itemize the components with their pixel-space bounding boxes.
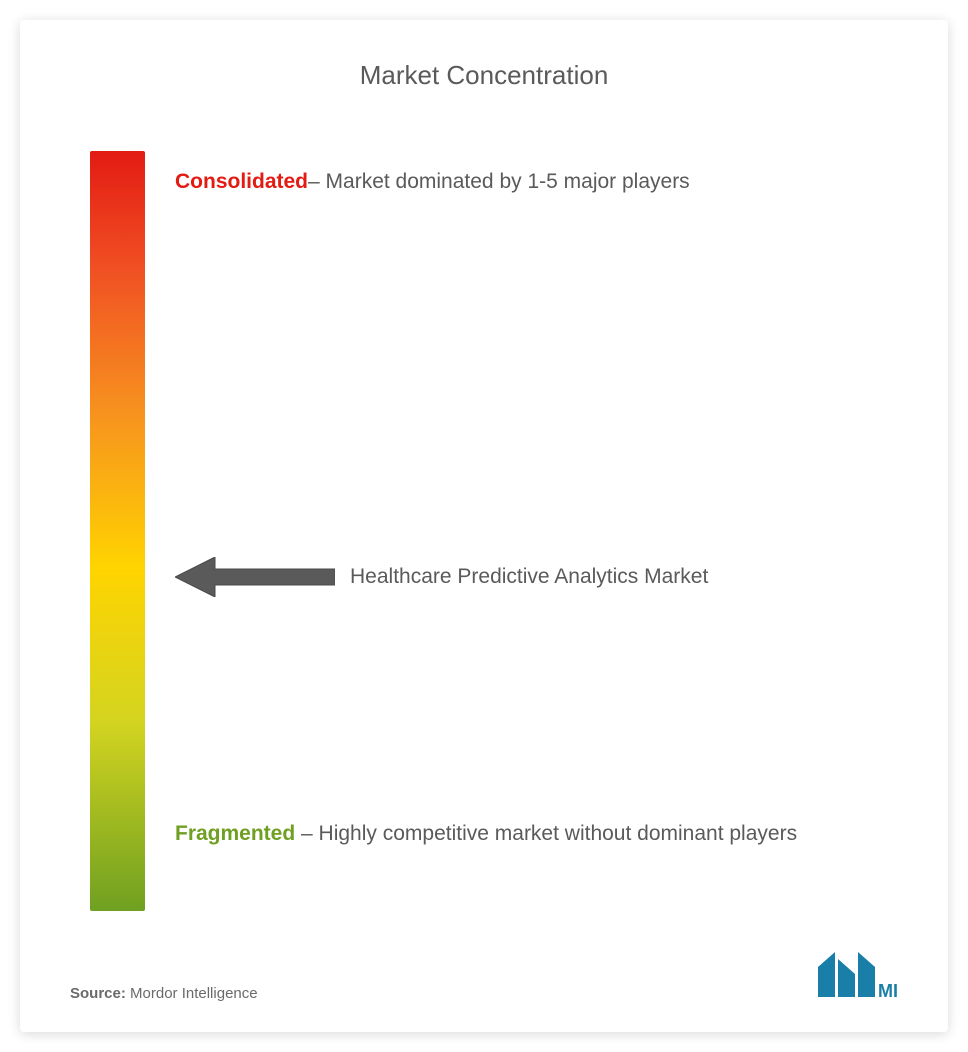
fragmented-desc: – Highly competitive market without domi…: [295, 822, 797, 845]
consolidated-term: Consolidated: [175, 170, 308, 193]
market-marker: Healthcare Predictive Analytics Market: [175, 557, 708, 597]
source-label: Source:: [70, 985, 126, 1002]
svg-text:MI: MI: [878, 981, 898, 1001]
chart-content: Consolidated– Market dominated by 1-5 ma…: [70, 151, 898, 931]
consolidated-desc: – Market dominated by 1-5 major players: [308, 170, 690, 193]
source-text: Mordor Intelligence: [126, 985, 258, 1002]
labels-area: Consolidated– Market dominated by 1-5 ma…: [175, 151, 898, 931]
fragmented-label: Fragmented – Highly competitive market w…: [175, 811, 797, 857]
consolidated-label: Consolidated– Market dominated by 1-5 ma…: [175, 159, 690, 205]
arrow-left-icon: [175, 557, 335, 597]
logo-icon: MI: [813, 947, 898, 1002]
chart-title: Market Concentration: [70, 60, 898, 91]
source-attribution: Source: Mordor Intelligence: [70, 985, 258, 1002]
mordor-logo: MI: [813, 947, 898, 1007]
concentration-gradient-bar: [90, 151, 145, 911]
market-concentration-card: Market Concentration Consolidated– Marke…: [20, 20, 948, 1032]
fragmented-term: Fragmented: [175, 822, 295, 845]
marker-label: Healthcare Predictive Analytics Market: [350, 565, 708, 589]
